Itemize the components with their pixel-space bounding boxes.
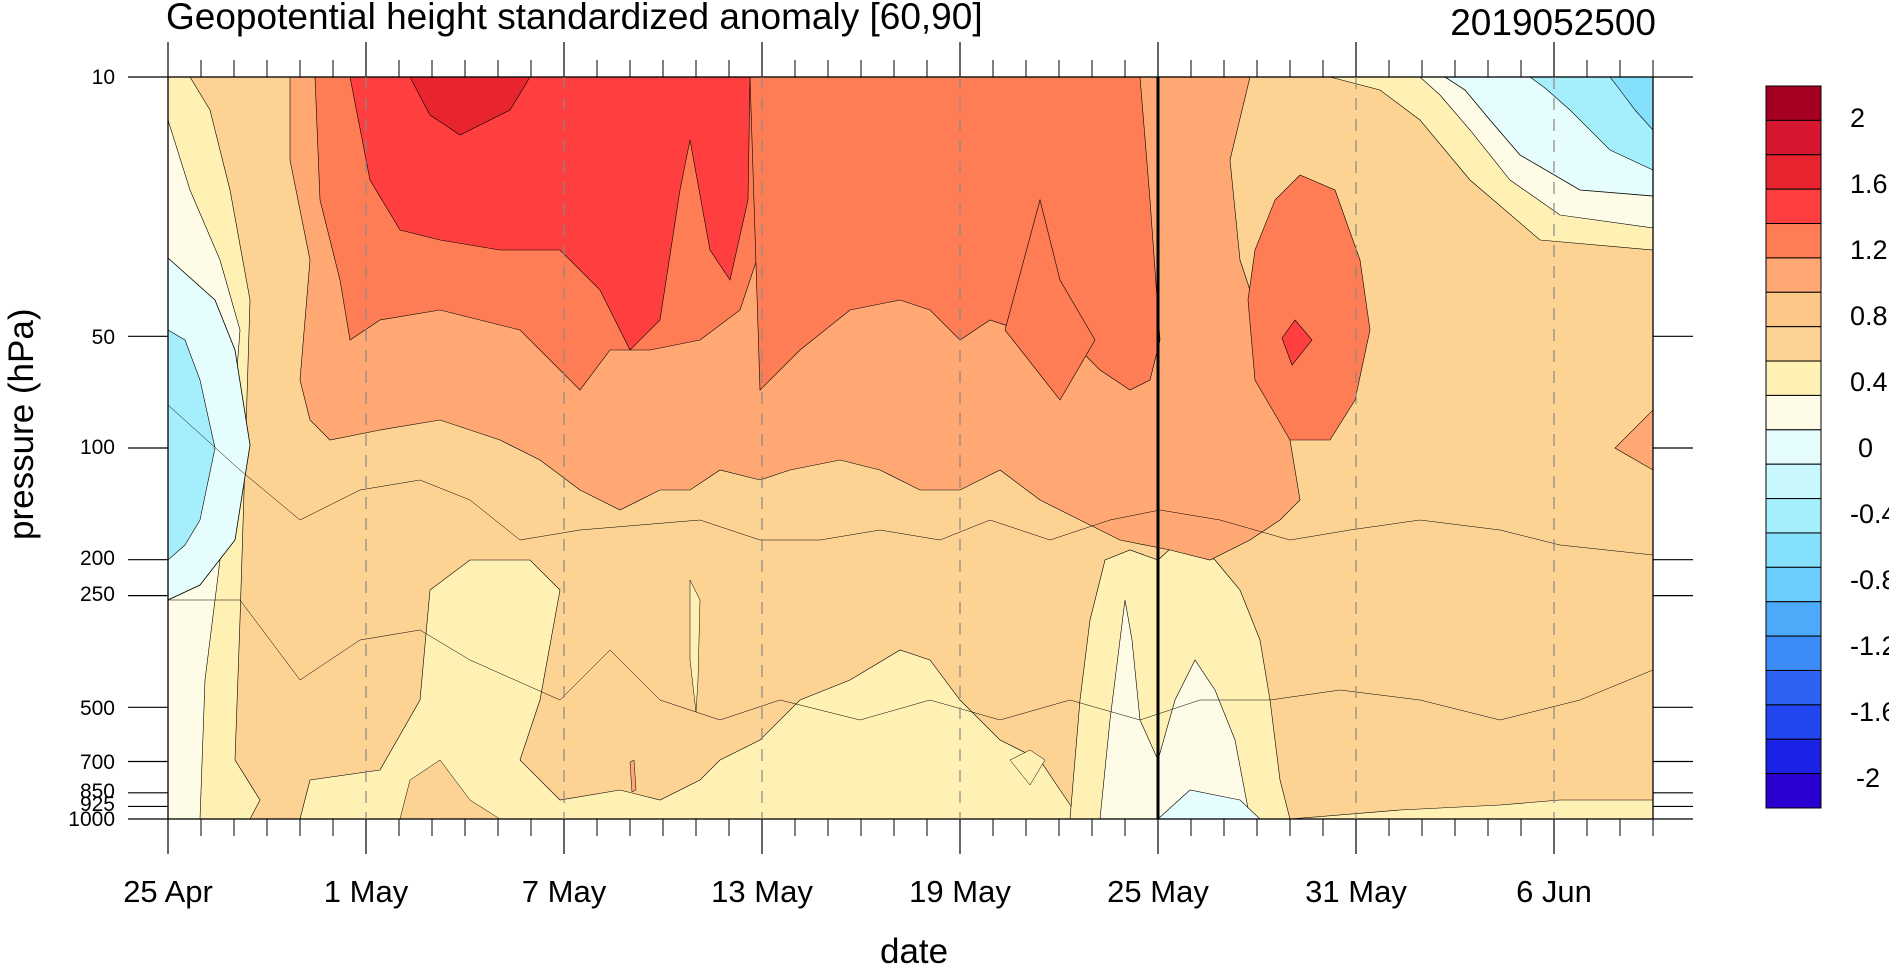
x-tick-label: 25 Apr <box>123 874 213 909</box>
contour-negative-west-core <box>168 329 216 561</box>
chart-timestamp: 2019052500 <box>1450 2 1656 43</box>
colorbar-box <box>1765 773 1822 809</box>
contour-negative-east-core <box>1529 77 1653 171</box>
colorbar-box <box>1765 532 1822 568</box>
colorbar-box <box>1765 119 1822 156</box>
y-tick-label: 100 <box>79 436 115 459</box>
colorbar-box <box>1765 85 1822 121</box>
contour-12-16-east <box>1247 174 1371 441</box>
contour-negative-east-lower <box>1157 789 1261 819</box>
colorbar-box <box>1765 601 1822 637</box>
colorbar-box <box>1765 463 1822 500</box>
colorbar-box <box>1765 635 1822 671</box>
colorbar-box <box>1765 738 1822 775</box>
colorbar-label: -2 <box>1856 763 1881 793</box>
x-tick-label: 6 Jun <box>1516 874 1592 909</box>
colorbar-label: 1.2 <box>1850 235 1888 265</box>
contour-light-column-11may <box>689 579 701 713</box>
colorbar-box <box>1765 394 1822 431</box>
colorbar-box <box>1765 223 1822 259</box>
y-tick-label: 200 <box>79 547 115 570</box>
colorbar-box <box>1765 429 1822 465</box>
contour-08-12-column <box>1004 198 1096 401</box>
x-tick-label: 25 May <box>1107 874 1209 909</box>
colorbar-label: -1.6 <box>1850 697 1889 727</box>
colorbar-label: -1.2 <box>1850 631 1889 661</box>
y-ticks <box>128 76 1693 820</box>
contour-fill-area <box>168 77 1653 819</box>
colorbar-label: 0.4 <box>1850 367 1888 397</box>
colorbar-box <box>1765 188 1822 225</box>
x-tick-label: 7 May <box>521 874 607 909</box>
chart-title: Geopotential height standardized anomaly… <box>166 0 983 37</box>
colorbar-box <box>1765 669 1822 706</box>
colorbar-label: 2 <box>1850 103 1866 133</box>
x-tick-label: 13 May <box>711 874 813 909</box>
contour-light-lower <box>299 559 1081 819</box>
contour-small-patch-21may <box>1009 749 1046 786</box>
y-tick-label: 700 <box>79 751 115 774</box>
contour-08-12-east-patch <box>1614 409 1653 471</box>
colorbar-box <box>1765 498 1822 534</box>
y-tick-label: 850 <box>79 780 115 803</box>
y-tick-label: 1000 <box>68 808 115 831</box>
colorbar-box <box>1765 257 1822 293</box>
colorbar <box>1765 85 1822 809</box>
contour-line-1 <box>168 404 1653 556</box>
contour-negative-east-core2 <box>1609 77 1653 131</box>
y-tick-label: 925 <box>79 793 115 816</box>
contour-line-2 <box>168 599 1653 721</box>
x-tick-label: 1 May <box>323 874 409 909</box>
x-minor-ticks <box>167 60 1654 836</box>
colorbar-label: 1.6 <box>1850 169 1888 199</box>
y-tick-label: 250 <box>79 583 115 606</box>
y-axis-label: pressure (hPa) <box>2 308 41 540</box>
x-axis-label: date <box>880 932 949 971</box>
colorbar-label: 0 <box>1858 433 1874 463</box>
colorbar-box <box>1765 566 1822 603</box>
colorbar-label: 0.8 <box>1850 301 1888 331</box>
contour-20-24 <box>409 77 531 136</box>
contour-light-patch-lower <box>399 759 501 819</box>
y-tick-label: 50 <box>91 326 115 349</box>
y-tick-label: 500 <box>79 697 115 720</box>
colorbar-box <box>1765 291 1822 328</box>
grid-lines <box>365 77 1555 819</box>
colorbar-box <box>1765 360 1822 396</box>
contour-16-20-east <box>1281 319 1313 366</box>
contour-tiny-patch-9may <box>629 759 637 793</box>
colorbar-box <box>1765 704 1822 740</box>
y-tick-label: 10 <box>91 66 115 89</box>
x-tick-label: 19 May <box>909 874 1011 909</box>
colorbar-label: -0.8 <box>1850 565 1889 595</box>
colorbar-box <box>1765 326 1822 362</box>
colorbar-label: -0.4 <box>1850 499 1889 529</box>
contour-16-20 <box>349 77 751 351</box>
contour-near-zero-bottom-east <box>1289 799 1653 819</box>
colorbar-box <box>1765 154 1822 190</box>
x-tick-label: 31 May <box>1305 874 1407 909</box>
